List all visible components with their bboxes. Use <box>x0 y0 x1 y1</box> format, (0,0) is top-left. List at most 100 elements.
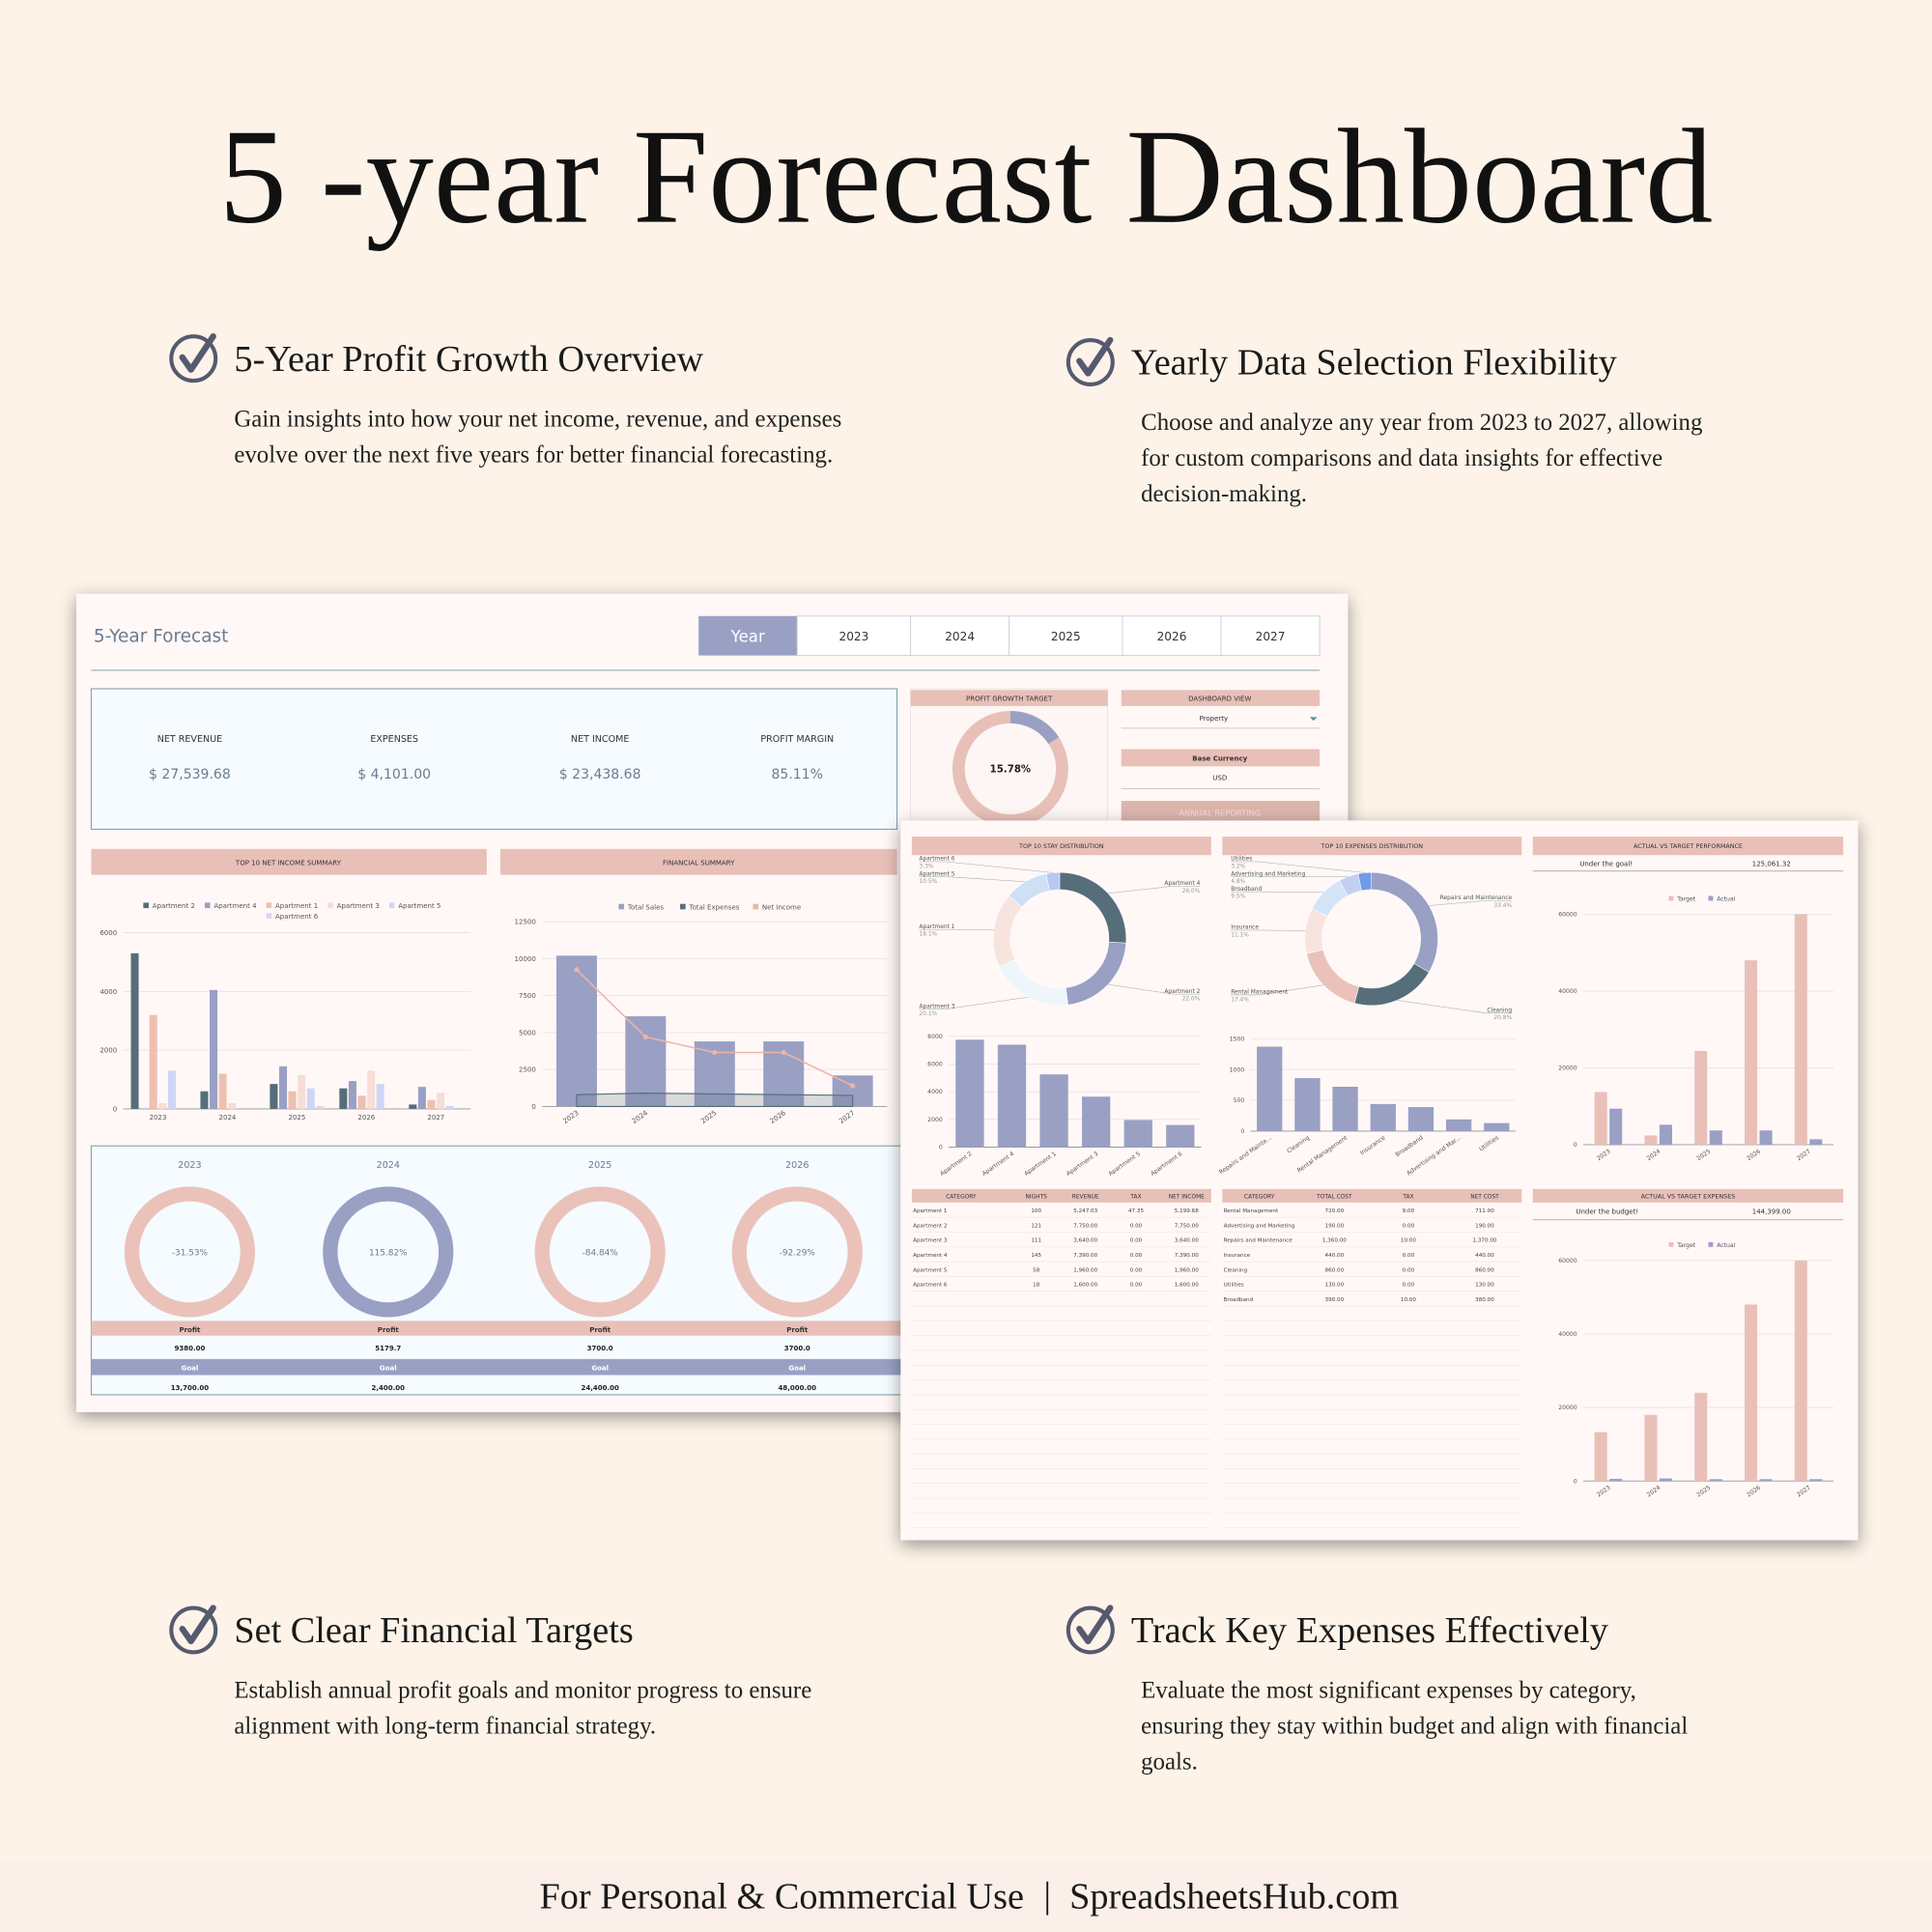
y-tick-label: 2000 <box>99 1046 117 1055</box>
table-cell: 0.00 <box>1130 1253 1143 1259</box>
profit-value: 5179.7 <box>375 1344 401 1352</box>
y-tick-label: 4000 <box>99 987 117 996</box>
goal-value: 2,400.00 <box>372 1383 406 1392</box>
pie-slice <box>1045 871 1061 892</box>
year-tab[interactable] <box>698 615 798 656</box>
table-cell: Cleaning <box>1224 1267 1248 1273</box>
bar <box>427 1099 436 1109</box>
legend-swatch <box>618 903 625 910</box>
legend-swatch <box>1668 895 1674 901</box>
kpi-label: NET INCOME <box>571 734 629 745</box>
bar <box>288 1091 297 1109</box>
bar <box>270 1084 278 1109</box>
profit-label: Profit <box>786 1325 809 1334</box>
dropdown-value[interactable]: Property <box>1200 714 1229 723</box>
line-point <box>574 967 580 973</box>
feature-description: evolve over the next five years for bett… <box>234 441 833 468</box>
profit-label: Profit <box>179 1325 201 1334</box>
table-header-cell: NIGHTS <box>1026 1194 1048 1200</box>
profit-band <box>91 1321 912 1336</box>
panel-header <box>1532 1188 1844 1203</box>
panel-header <box>1121 801 1321 821</box>
bar <box>955 1039 984 1148</box>
footer-link: SpreadsheetsHub.com <box>1069 1877 1399 1918</box>
bar <box>1709 1130 1722 1145</box>
dropdown-arrow <box>1309 717 1318 722</box>
y-tick-label: 20000 <box>1558 1405 1577 1411</box>
bar <box>348 1081 356 1109</box>
legend-swatch <box>1708 1241 1714 1247</box>
year-option[interactable] <box>910 615 1010 657</box>
check-icon <box>169 1605 218 1655</box>
table-cell: Apartment 2 <box>913 1223 947 1229</box>
table-cell: 5,199.68 <box>1175 1208 1199 1214</box>
bar <box>130 952 139 1109</box>
panel-title: PROFIT GROWTH TARGET <box>966 695 1053 703</box>
bar <box>200 1091 209 1109</box>
dashboard-title: 5-Year Forecast <box>94 627 228 647</box>
feature-description: ensuring they stay within budget and ali… <box>1141 1714 1688 1740</box>
year-option-label[interactable]: 2023 <box>839 630 869 643</box>
check-icon <box>1065 1605 1115 1655</box>
legend-swatch <box>680 903 686 910</box>
bar <box>1659 1478 1673 1482</box>
leader-line <box>1231 984 1324 996</box>
pie-label: Advertising and Marketing <box>1231 871 1305 877</box>
y-tick-label: 40000 <box>1558 988 1577 995</box>
year-option-label[interactable]: 2024 <box>945 630 975 643</box>
bar <box>437 1093 445 1109</box>
y-tick-label: 0 <box>113 1104 117 1113</box>
kpi-value: 85.11% <box>772 767 823 782</box>
panel-title: Base Currency <box>1192 754 1247 763</box>
y-tick-label: 0 <box>1574 1478 1577 1485</box>
pie-value-label: 11.1% <box>1231 933 1249 939</box>
bar <box>1609 1108 1623 1145</box>
table-cell: 0.00 <box>1403 1223 1415 1229</box>
legend-label: Apartment 5 <box>398 901 440 910</box>
check-icon <box>1065 338 1115 386</box>
x-tick-label: 2023 <box>150 1113 167 1122</box>
pie-value-label: 20.1% <box>920 1011 938 1017</box>
kpi-value: $ 27,539.68 <box>149 767 231 782</box>
pie-label: Apartment 2 <box>1164 989 1200 995</box>
growth-value: -92.29% <box>780 1249 815 1259</box>
y-tick-label: 6000 <box>927 1062 943 1068</box>
goal-value: 24,400.00 <box>581 1383 619 1392</box>
legend-label: Apartment 1 <box>275 901 318 910</box>
panel-header <box>911 837 1211 856</box>
kpi-value: $ 4,101.00 <box>357 767 431 782</box>
bar <box>1332 1087 1358 1131</box>
table-cell: 111 <box>1031 1238 1041 1244</box>
year-tab-label[interactable]: Year <box>730 628 765 646</box>
table-cell: Apartment 1 <box>913 1208 948 1214</box>
table-cell: Utilities <box>1224 1283 1244 1289</box>
panel-title: ACTUAL VS TARGET EXPENSES <box>1641 1192 1736 1200</box>
pie-value-label: 9.5% <box>1231 895 1245 900</box>
growth-year: 2026 <box>785 1160 809 1171</box>
bar <box>1759 1479 1773 1482</box>
report-sheet <box>900 820 1859 1541</box>
status-label: Under the goal! <box>1579 860 1633 868</box>
legend-swatch <box>388 902 395 909</box>
leader-line <box>1429 900 1513 906</box>
pie-label: Rental Management <box>1231 990 1289 996</box>
year-option-label[interactable]: 2026 <box>1157 630 1187 643</box>
bar <box>445 1105 454 1109</box>
table-cell: 0.00 <box>1403 1283 1415 1289</box>
table-header-cell: NET COST <box>1470 1194 1499 1200</box>
table-cell: 860.00 <box>1475 1267 1494 1273</box>
x-tick-label: 2024 <box>219 1113 237 1122</box>
panel-header <box>1222 837 1522 856</box>
panel-title: TOP 10 EXPENSES DISTRIBUTION <box>1321 842 1424 850</box>
profit-label: Profit <box>589 1325 611 1334</box>
table-cell: 440.00 <box>1325 1253 1345 1259</box>
bar <box>1659 1124 1673 1145</box>
bar <box>1794 914 1807 1145</box>
table-cell: 860.00 <box>1325 1267 1345 1273</box>
year-option[interactable] <box>1220 615 1321 657</box>
pie-label: Insurance <box>1231 925 1259 931</box>
year-option-label[interactable]: 2025 <box>1051 630 1081 643</box>
year-option[interactable] <box>796 615 912 657</box>
panel-title: ACTUAL VS TARGET PERFORMANCE <box>1634 842 1743 850</box>
year-option-label[interactable]: 2027 <box>1256 630 1286 643</box>
